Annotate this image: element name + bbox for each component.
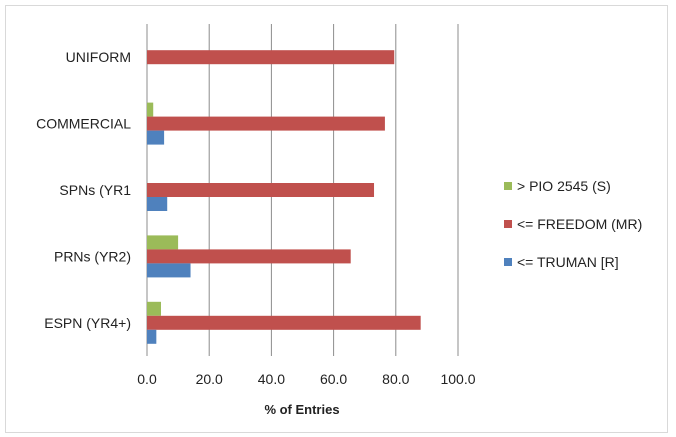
x-tick-labels: 0.0 20.0 40.0 60.0 80.0 100.0 bbox=[137, 371, 475, 387]
legend-swatch bbox=[504, 182, 512, 190]
legend-label: <= FREEDOM (MR) bbox=[517, 216, 642, 232]
bar bbox=[147, 249, 351, 264]
bar bbox=[147, 50, 395, 65]
x-tick-label: 20.0 bbox=[196, 371, 223, 387]
category-labels: UNIFORM COMMERCIAL SPNs (YR1 PRNs (YR2) ESPN… bbox=[36, 49, 131, 331]
legend-label: > PIO 2545 (S) bbox=[517, 178, 611, 194]
category-label: SPNs (YR1 bbox=[59, 182, 131, 198]
bar bbox=[147, 329, 157, 344]
x-axis-title: % of Entries bbox=[264, 402, 339, 417]
legend-label: <= TRUMAN [R] bbox=[517, 254, 619, 270]
bar bbox=[147, 301, 161, 316]
bar bbox=[147, 130, 165, 145]
category-label: UNIFORM bbox=[66, 49, 131, 65]
category-label: ESPN (YR4+) bbox=[44, 315, 131, 331]
bar bbox=[147, 102, 154, 117]
x-tick-label: 80.0 bbox=[382, 371, 409, 387]
bar bbox=[147, 315, 421, 330]
bar bbox=[147, 183, 375, 197]
legend: > PIO 2545 (S) <= FREEDOM (MR) <= TRUMAN [… bbox=[504, 178, 642, 270]
x-tick-label: 100.0 bbox=[440, 371, 475, 387]
x-tick-label: 0.0 bbox=[137, 371, 157, 387]
legend-swatch bbox=[504, 258, 512, 266]
chart-frame bbox=[5, 5, 668, 433]
bar bbox=[147, 263, 191, 278]
bar bbox=[147, 116, 385, 131]
bar bbox=[147, 197, 168, 211]
category-label: COMMERCIAL bbox=[36, 116, 131, 132]
category-label: PRNs (YR2) bbox=[54, 248, 131, 264]
bars bbox=[147, 50, 421, 344]
legend-swatch bbox=[504, 220, 512, 228]
bar bbox=[147, 235, 179, 250]
x-tick-label: 60.0 bbox=[320, 371, 347, 387]
x-tick-label: 40.0 bbox=[258, 371, 285, 387]
gridlines bbox=[146, 24, 459, 356]
